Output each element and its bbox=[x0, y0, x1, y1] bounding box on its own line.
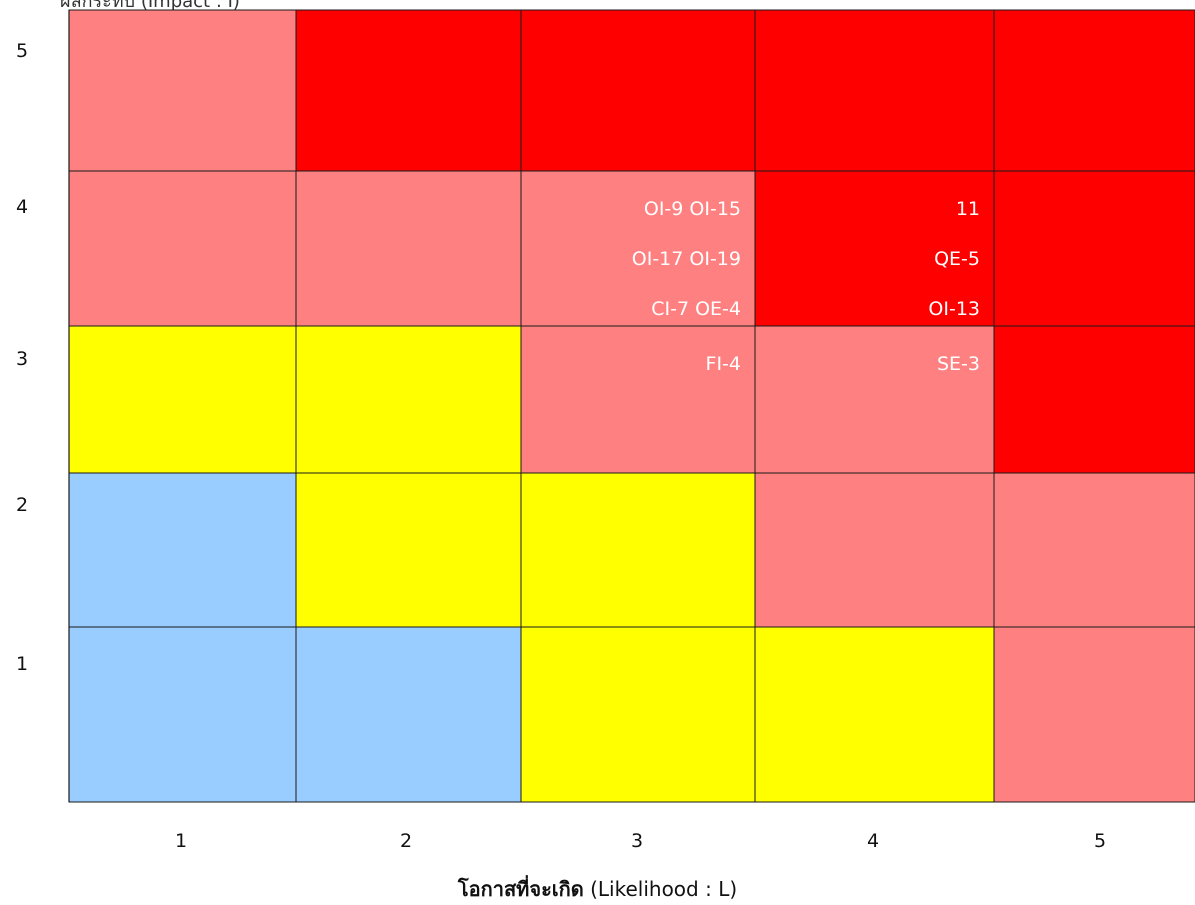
matrix-cell-i1-l3 bbox=[520, 626, 756, 803]
matrix-cell-i5-l2 bbox=[295, 9, 522, 172]
matrix-cell-i5-l1 bbox=[68, 9, 297, 172]
matrix-cell-i5-l4 bbox=[754, 9, 995, 172]
y-tick-label-3: 3 bbox=[15, 348, 29, 370]
matrix-cell-i4-l5 bbox=[993, 170, 1195, 327]
matrix-cell-i2-l5 bbox=[993, 472, 1195, 628]
risk-item-label: CI-7 OE-4 bbox=[651, 298, 741, 320]
y-tick-label-2: 2 bbox=[15, 494, 29, 516]
matrix-cell-i2-l3 bbox=[520, 472, 756, 628]
matrix-cell-i1-l1 bbox=[68, 626, 297, 803]
matrix-cell-i4-l2 bbox=[295, 170, 522, 327]
matrix-cell-i5-l3 bbox=[520, 9, 756, 172]
y-tick-label-5: 5 bbox=[15, 40, 29, 62]
y-tick-label-4: 4 bbox=[15, 196, 29, 218]
matrix-cell-i3-l1 bbox=[68, 325, 297, 474]
x-tick-label-2: 2 bbox=[399, 830, 413, 852]
risk-item-label: 11 bbox=[956, 198, 980, 220]
matrix-cell-i3-l2 bbox=[295, 325, 522, 474]
risk-item-label: OI-13 bbox=[928, 298, 980, 320]
x-axis-title-english: (Likelihood : L) bbox=[590, 877, 738, 901]
x-tick-label-3: 3 bbox=[630, 830, 644, 852]
matrix-cell-i3-l4 bbox=[754, 325, 995, 474]
y-axis-title: ผลกระทบ (Impact : I) bbox=[60, 0, 240, 12]
matrix-cell-i3-l5 bbox=[993, 325, 1195, 474]
x-tick-label-4: 4 bbox=[866, 830, 880, 852]
x-axis-title-thai: โอกาสที่จะเกิด bbox=[457, 877, 584, 901]
matrix-cell-i1-l5 bbox=[993, 626, 1195, 803]
matrix-cell-i2-l4 bbox=[754, 472, 995, 628]
y-tick-label-1: 1 bbox=[15, 653, 29, 675]
x-tick-label-1: 1 bbox=[174, 830, 188, 852]
matrix-cell-i4-l1 bbox=[68, 170, 297, 327]
x-axis-title: โอกาสที่จะเกิด (Likelihood : L) bbox=[0, 873, 1195, 905]
risk-item-label: QE-5 bbox=[934, 248, 980, 270]
risk-item-label: SE-3 bbox=[937, 353, 980, 375]
risk-item-label: OI-17 OI-19 bbox=[632, 248, 741, 270]
matrix-cell-i5-l5 bbox=[993, 9, 1195, 172]
risk-item-label: FI-4 bbox=[706, 353, 741, 375]
matrix-cell-i3-l3 bbox=[520, 325, 756, 474]
x-tick-label-5: 5 bbox=[1093, 830, 1107, 852]
risk-item-label: OI-9 OI-15 bbox=[644, 198, 741, 220]
matrix-cell-i1-l4 bbox=[754, 626, 995, 803]
matrix-cell-i2-l2 bbox=[295, 472, 522, 628]
matrix-cell-i1-l2 bbox=[295, 626, 522, 803]
matrix-cell-i4-l4 bbox=[754, 170, 995, 327]
matrix-cell-i2-l1 bbox=[68, 472, 297, 628]
